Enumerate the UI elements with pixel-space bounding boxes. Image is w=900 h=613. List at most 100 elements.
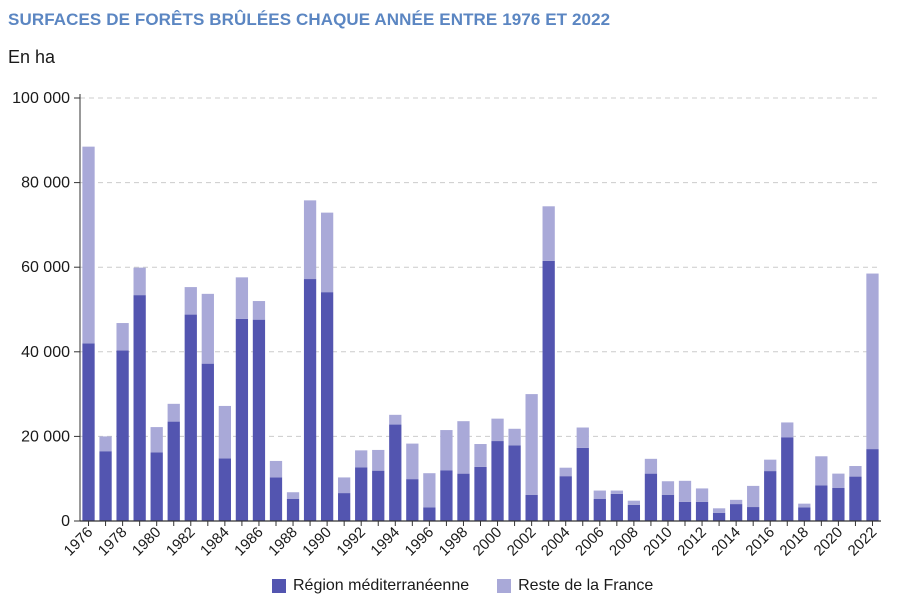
- bar-mediterranee-2021: [849, 476, 862, 521]
- x-tick-label: 2010: [640, 524, 676, 560]
- bar-mediterranee-1977: [99, 451, 112, 521]
- bar-mediterranee-1986: [252, 319, 266, 521]
- bar-reste-2005: [576, 427, 589, 448]
- x-tick-label: 2018: [777, 524, 813, 560]
- bar-mediterranee-2018: [798, 507, 811, 521]
- x-tick-label: 2020: [811, 524, 847, 560]
- bar-mediterranee-2000: [491, 441, 504, 521]
- x-tick-label: 2002: [504, 524, 540, 560]
- bar-reste-2020: [832, 473, 845, 489]
- bar-mediterranee-2003: [542, 260, 555, 521]
- bar-mediterranee-1978: [116, 350, 129, 521]
- bar-reste-2001: [508, 428, 521, 446]
- bar-mediterranee-1984: [218, 458, 231, 521]
- bar-reste-1987: [269, 460, 283, 478]
- bar-mediterranee-1989: [303, 279, 317, 521]
- bar-reste-1994: [389, 414, 402, 425]
- bar-mediterranee-1997: [440, 470, 453, 521]
- bar-mediterranee-2008: [627, 504, 641, 521]
- bar-reste-1995: [406, 443, 419, 480]
- legend: Région méditerranéenne Reste de la Franc…: [272, 577, 681, 595]
- bar-reste-1988: [286, 492, 300, 500]
- bar-mediterranee-2012: [695, 501, 709, 521]
- bar-mediterranee-1985: [235, 318, 249, 521]
- bar-mediterranee-1981: [167, 421, 180, 521]
- bar-mediterranee-2006: [593, 499, 606, 521]
- y-tick-label: 100 000: [12, 90, 70, 107]
- bar-mediterranee-2016: [764, 471, 777, 521]
- bar-reste-2004: [559, 467, 572, 477]
- x-tick-label: 1992: [333, 524, 369, 560]
- bar-reste-1993: [372, 449, 385, 471]
- bar-mediterranee-1983: [201, 363, 214, 521]
- bar-reste-1982: [184, 287, 197, 315]
- legend-item-mediterranee: Région méditerranéenne: [272, 577, 469, 595]
- bar-reste-2009: [644, 458, 658, 474]
- bar-reste-2003: [542, 206, 555, 261]
- y-tick-label: 40 000: [21, 344, 70, 361]
- x-tick-label: 2012: [674, 524, 710, 560]
- bar-reste-1991: [338, 477, 351, 494]
- bar-reste-2007: [610, 490, 623, 494]
- bar-mediterranee-2013: [712, 512, 726, 521]
- bar-mediterranee-1979: [133, 295, 146, 521]
- y-tick-label: 0: [61, 513, 70, 530]
- bar-mediterranee-2014: [730, 504, 743, 521]
- bar-reste-2017: [781, 422, 794, 438]
- x-tick-label: 2008: [606, 524, 642, 560]
- bar-mediterranee-2020: [832, 488, 845, 521]
- x-tick-label: 2006: [572, 524, 608, 560]
- bar-mediterranee-1996: [423, 507, 436, 521]
- x-tick-label: 1988: [265, 524, 301, 560]
- x-tick-label: 1982: [163, 524, 199, 560]
- bar-reste-2000: [491, 418, 504, 442]
- bar-reste-1992: [355, 450, 368, 468]
- bar-reste-2016: [764, 459, 777, 472]
- bar-mediterranee-1990: [320, 292, 334, 521]
- x-tick-label: 1998: [436, 524, 472, 560]
- bar-mediterranee-2019: [815, 485, 828, 521]
- legend-label-reste: Reste de la France: [518, 577, 654, 594]
- x-tick-label: 2022: [845, 524, 881, 560]
- bar-reste-1983: [201, 293, 214, 364]
- bar-mediterranee-2005: [576, 447, 589, 521]
- bar-reste-1979: [133, 267, 146, 296]
- bar-reste-1978: [116, 323, 129, 351]
- bar-reste-1986: [252, 301, 266, 320]
- bar-mediterranee-2004: [559, 476, 572, 521]
- x-tick-label: 1996: [402, 524, 438, 560]
- bar-mediterranee-1980: [150, 452, 163, 521]
- bar-reste-2022: [866, 273, 879, 450]
- bar-reste-2006: [593, 490, 606, 500]
- legend-swatch-reste: [497, 579, 512, 593]
- x-tick-label: 1980: [129, 524, 165, 560]
- bar-mediterranee-1988: [286, 499, 300, 521]
- x-tick-label: 1986: [231, 524, 267, 560]
- bar-mediterranee-2011: [678, 501, 692, 521]
- bar-mediterranee-1995: [406, 479, 419, 521]
- bar-mediterranee-1993: [372, 470, 385, 521]
- bar-mediterranee-2022: [866, 449, 879, 521]
- bar-mediterranee-1976: [82, 343, 95, 521]
- bar-mediterranee-2007: [610, 493, 623, 521]
- bar-mediterranee-2002: [525, 494, 538, 521]
- bar-reste-2008: [627, 500, 641, 505]
- bar-mediterranee-1998: [457, 473, 470, 521]
- bar-reste-1997: [440, 430, 453, 471]
- legend-item-reste: Reste de la France: [497, 577, 653, 595]
- bar-reste-2002: [525, 394, 538, 495]
- bar-reste-1977: [99, 436, 112, 452]
- bar-reste-1998: [457, 421, 470, 474]
- bar-mediterranee-2017: [781, 437, 794, 521]
- bar-mediterranee-1991: [338, 493, 351, 521]
- legend-swatch-mediterranee: [272, 579, 286, 593]
- bar-reste-2021: [849, 466, 862, 477]
- bar-reste-1985: [235, 277, 249, 319]
- bar-reste-2019: [815, 456, 828, 486]
- bar-reste-2015: [747, 485, 760, 508]
- bar-reste-1999: [474, 444, 487, 467]
- bar-reste-1989: [303, 200, 317, 280]
- x-tick-label: 2004: [538, 524, 574, 560]
- y-tick-label: 60 000: [21, 259, 70, 276]
- x-tick-label: 1990: [299, 524, 335, 560]
